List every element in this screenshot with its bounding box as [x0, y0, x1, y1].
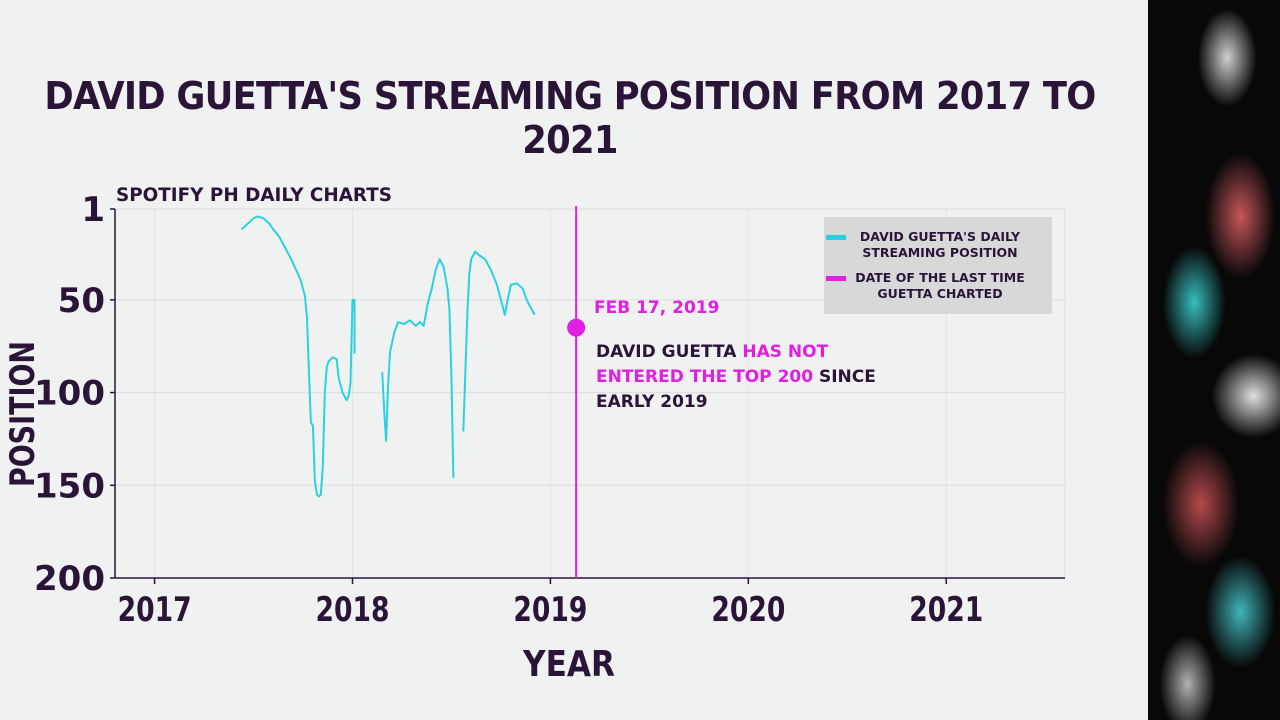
annotation-text: DAVID GUETTA HAS NOT ENTERED THE TOP 200…: [596, 340, 916, 415]
x-tick-label: 2021: [909, 590, 983, 630]
last-charted-date-label: FEB 17, 2019: [594, 298, 720, 318]
annotation-post: SINCE EARLY 2019: [596, 367, 876, 412]
annotation-highlight: HAS NOT ENTERED THE TOP 200: [596, 342, 829, 387]
annotation-pre: DAVID GUETTA: [596, 342, 743, 362]
streaming-position-line: [381, 258, 455, 478]
x-tick-label: 2018: [316, 590, 390, 630]
legend-label: DAVID GUETTA'S DAILY STREAMING POSITION: [859, 229, 1021, 260]
streaming-position-line: [462, 250, 536, 432]
legend-swatch-magenta: [826, 276, 846, 281]
y-tick-label: 1: [81, 190, 105, 230]
x-ticks: 2017 2018 2019 2020 2021: [118, 578, 983, 630]
x-axis-label: YEAR: [522, 644, 615, 685]
decorative-art-image: [1148, 0, 1280, 720]
y-axis-label: POSITION: [3, 341, 43, 487]
x-tick-label: 2017: [118, 590, 192, 630]
y-tick-label: 50: [58, 281, 105, 321]
y-tick-label: 150: [34, 466, 105, 506]
chart-subtitle: SPOTIFY PH DAILY CHARTS: [116, 184, 392, 206]
legend-swatch-cyan: [826, 235, 846, 240]
x-tick-label: 2020: [711, 590, 785, 630]
y-tick-label: 100: [34, 374, 105, 414]
series-layer: [241, 206, 586, 578]
legend-label: DATE OF THE LAST TIME GUETTA CHARTED: [855, 270, 1025, 301]
streaming-position-line: [241, 215, 356, 498]
page-title: DAVID GUETTA'S STREAMING POSITION FROM 2…: [44, 74, 1096, 162]
x-tick-label: 2019: [513, 590, 587, 630]
y-tick-label: 200: [34, 559, 105, 599]
last-charted-point: [567, 318, 586, 337]
chart-legend: DAVID GUETTA'S DAILY STREAMING POSITION …: [824, 217, 1052, 314]
